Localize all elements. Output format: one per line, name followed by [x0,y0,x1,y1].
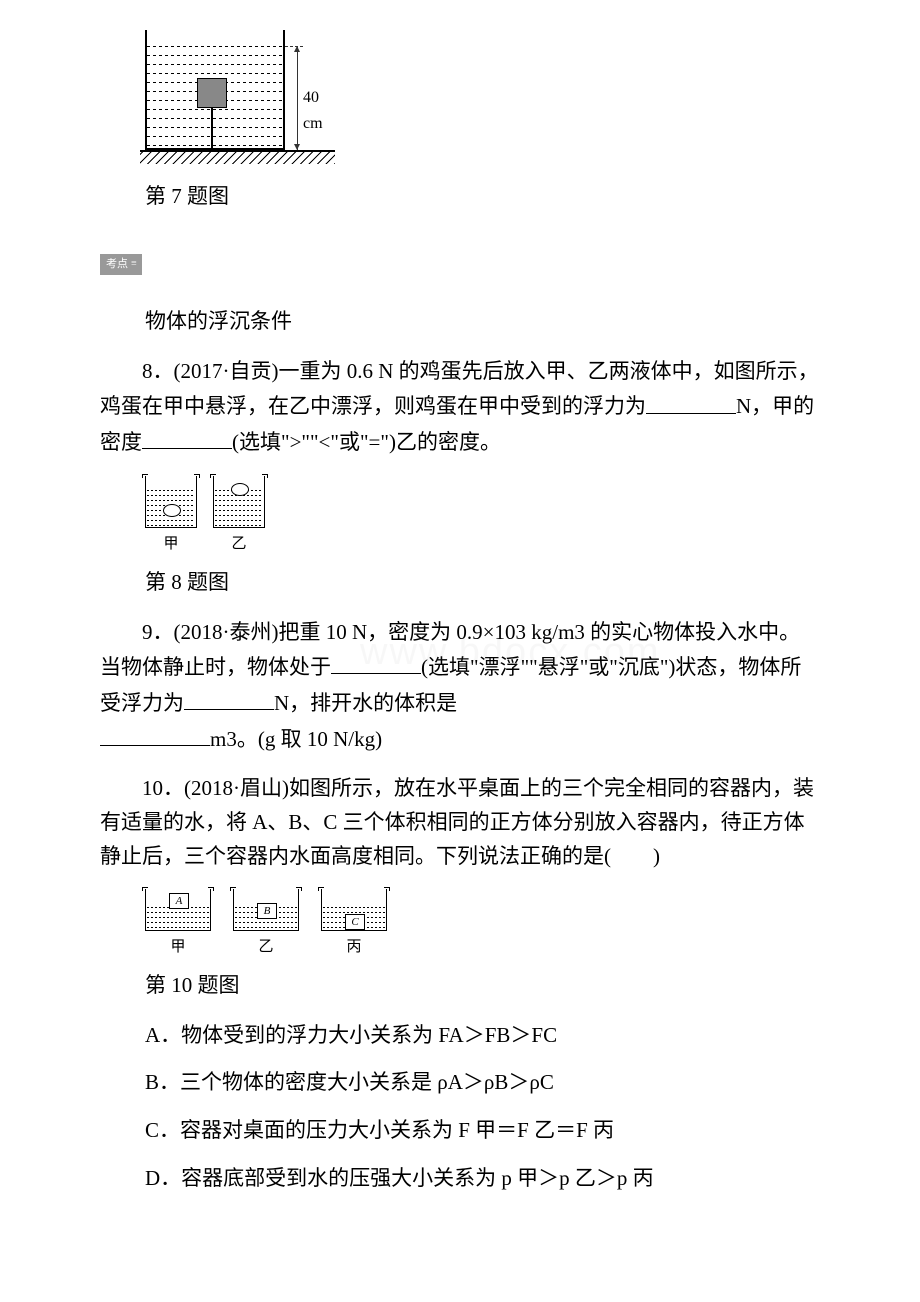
figure-8: 甲 乙 [145,476,820,556]
question-9: 9．(2018·泰州)把重 10 N，密度为 0.9×103 kg/m3 的实心… [100,616,820,757]
block-a: A [169,893,189,909]
fig10-label-yi: 乙 [233,935,299,959]
fig10-label-bing: 丙 [321,935,387,959]
q10-option-d: D．容器底部受到水的压强大小关系为 p 甲＞p 乙＞p 丙 [145,1162,820,1196]
fig8-label-yi: 乙 [213,532,265,556]
fig10-caption: 第 10 题图 [145,969,820,1003]
block-b: B [257,903,277,919]
q10-option-a: A．物体受到的浮力大小关系为 FA＞FB＞FC [145,1019,820,1053]
figure-7: 40 cm [145,30,820,170]
fig10-label-jia: 甲 [145,935,211,959]
q10-option-b: B．三个物体的密度大小关系是 ρA＞ρB＞ρC [145,1066,820,1100]
section-3-title: 物体的浮沉条件 [145,305,820,339]
figure-10: A 甲 B 乙 C 丙 [145,889,820,959]
fig8-label-jia: 甲 [145,532,197,556]
q8-text-b: (选填">""<"或"=")乙的密度。 [232,430,501,454]
q9-text-c: N，排开水的体积是 [274,691,457,715]
question-8: 8．(2017·自贡)一重为 0.6 N 的鸡蛋先后放入甲、乙两液体中，如图所示… [100,355,820,460]
fig8-caption: 第 8 题图 [145,566,820,600]
q9-text-d: m3。(g 取 10 N/kg) [210,727,382,751]
fig7-dimension: 40 cm [303,85,325,136]
q10-text: 10．(2018·眉山)如图所示，放在水平桌面上的三个完全相同的容器内，装有适量… [100,776,814,867]
section-marker: 考点≡ [100,244,142,278]
fig7-caption: 第 7 题图 [145,180,820,214]
question-10: 10．(2018·眉山)如图所示，放在水平桌面上的三个完全相同的容器内，装有适量… [100,772,820,873]
q10-option-c: C．容器对桌面的压力大小关系为 F 甲＝F 乙＝F 丙 [145,1114,820,1148]
block-c: C [345,914,365,930]
